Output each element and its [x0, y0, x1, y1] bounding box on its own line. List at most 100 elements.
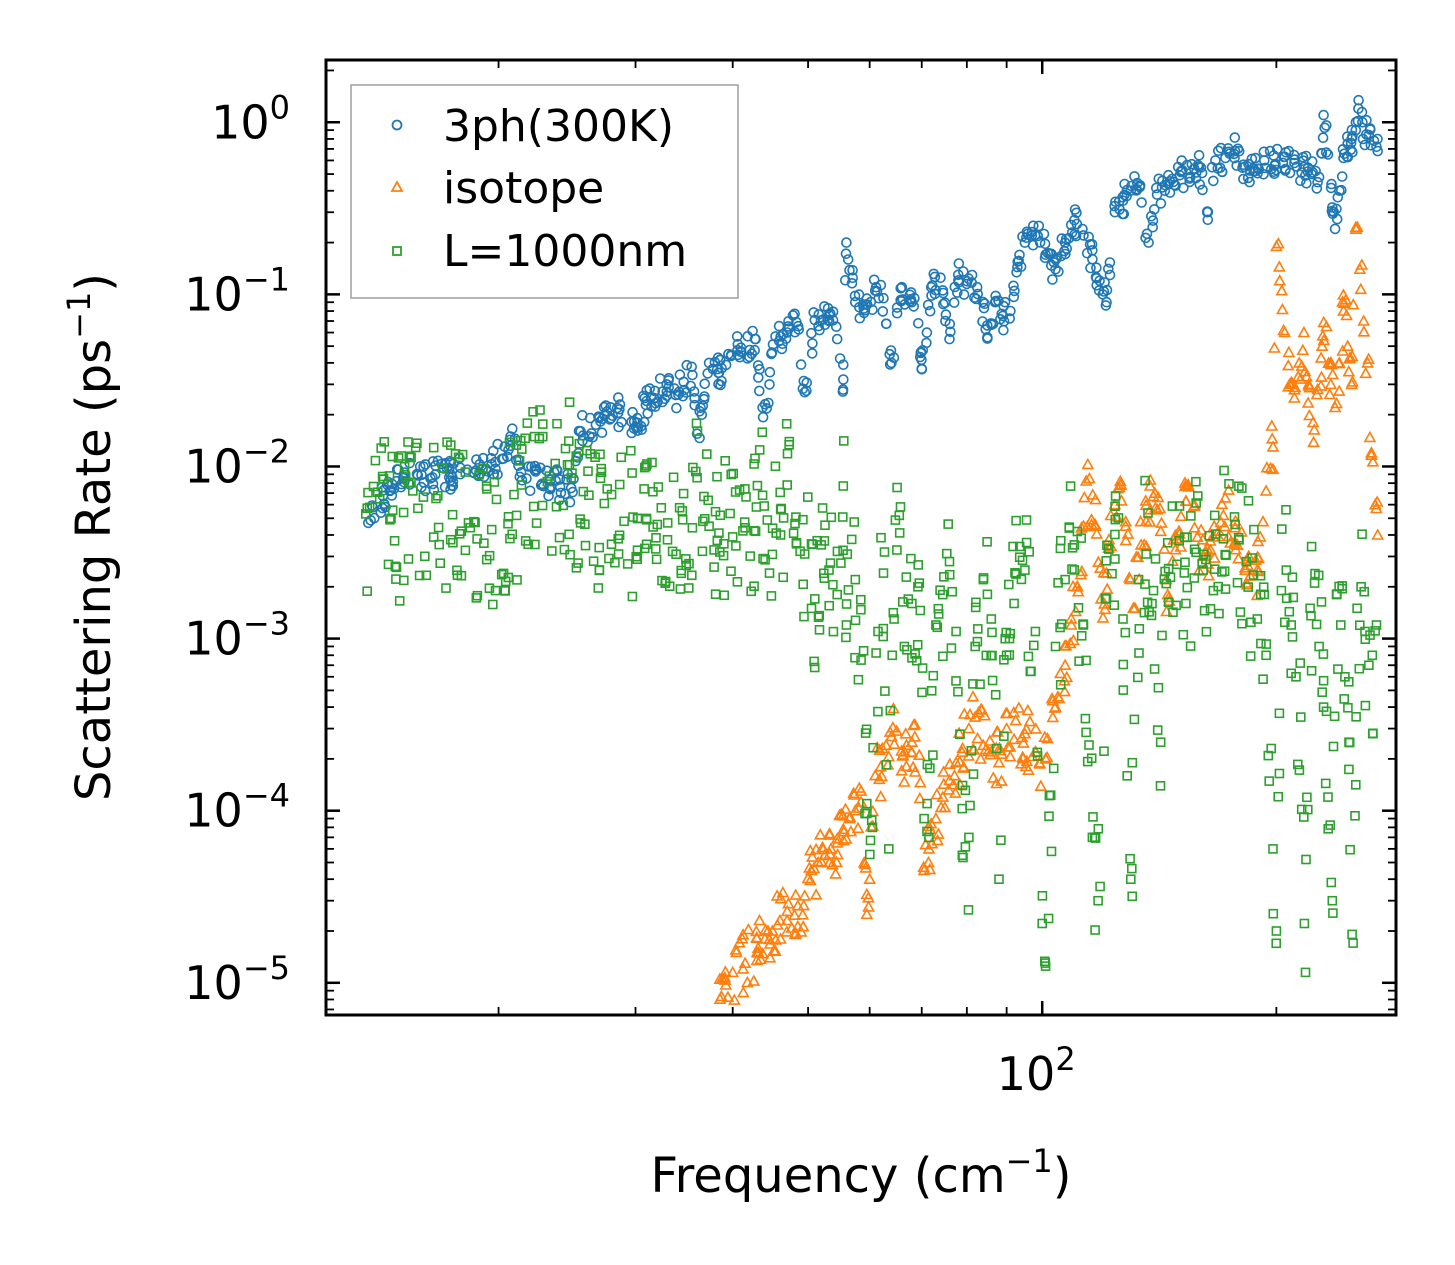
cloud-point-2 — [1110, 491, 1121, 501]
cloud-point-0 — [1027, 239, 1039, 251]
cloud-point-2 — [778, 572, 789, 583]
cloud-point-1 — [852, 801, 866, 813]
cloud-point-1 — [1342, 365, 1356, 377]
cloud-point-0 — [1178, 182, 1189, 194]
cloud-point-1 — [971, 731, 984, 744]
cloud-point-0 — [694, 432, 705, 444]
cloud-point-1 — [1330, 396, 1343, 409]
cloud-point-1 — [1365, 448, 1378, 461]
cloud-point-2 — [1351, 779, 1361, 790]
cloud-point-2 — [732, 576, 743, 587]
data-point-1-19 — [860, 907, 874, 920]
cloud-point-0 — [1188, 163, 1200, 174]
data-point-2-90 — [1261, 650, 1271, 661]
cloud-point-2 — [1182, 582, 1193, 593]
cloud-point-0 — [1084, 239, 1096, 250]
cloud-point-0 — [940, 309, 952, 320]
cloud-point-2 — [631, 551, 642, 562]
cloud-point-0 — [837, 359, 849, 371]
cloud-point-0 — [1195, 162, 1207, 173]
cloud-point-2 — [651, 532, 661, 543]
cloud-point-0 — [1132, 177, 1143, 189]
cloud-point-2 — [686, 570, 697, 581]
data-point-1-11 — [811, 855, 825, 868]
data-point-2-49 — [919, 813, 929, 824]
cloud-point-1 — [719, 978, 733, 990]
cloud-point-1 — [736, 962, 750, 974]
cloud-point-2 — [377, 471, 388, 482]
cloud-point-2 — [442, 437, 452, 447]
cloud-point-2 — [528, 501, 539, 512]
cloud-point-2 — [1081, 727, 1091, 738]
cloud-point-2 — [1209, 564, 1220, 575]
y-tick-base: 10 — [184, 612, 243, 666]
cloud-point-2 — [1011, 569, 1021, 579]
cloud-point-2 — [858, 645, 869, 656]
cloud-point-0 — [1129, 171, 1140, 182]
cloud-point-2 — [1110, 501, 1120, 512]
cloud-point-2 — [1021, 515, 1032, 525]
y-tick-label: 100 — [211, 88, 290, 149]
cloud-point-2 — [428, 442, 439, 453]
cloud-point-1 — [937, 777, 951, 790]
cloud-point-0 — [846, 277, 858, 289]
cloud-point-0 — [1336, 171, 1348, 182]
cloud-point-2 — [850, 652, 860, 663]
cloud-point-0 — [970, 293, 982, 305]
cloud-point-2 — [1040, 956, 1050, 967]
cloud-point-2 — [552, 418, 562, 429]
cloud-point-0 — [924, 305, 936, 317]
cloud-point-1 — [767, 944, 781, 956]
cloud-point-2 — [1118, 659, 1129, 670]
cloud-point-2 — [595, 449, 605, 460]
cloud-point-2 — [855, 594, 866, 605]
cloud-point-2 — [559, 544, 570, 555]
cloud-point-2 — [428, 532, 439, 542]
cloud-point-0 — [990, 290, 1002, 302]
cloud-point-1 — [1332, 356, 1346, 369]
cloud-point-2 — [987, 650, 997, 661]
cloud-point-2 — [1008, 541, 1018, 552]
cloud-point-1 — [805, 850, 819, 862]
data-point-2-93 — [1276, 585, 1287, 596]
cloud-point-1 — [1096, 611, 1110, 623]
cloud-point-0 — [1306, 156, 1318, 167]
cloud-point-2 — [1088, 812, 1098, 822]
cloud-point-0 — [1077, 223, 1088, 235]
cloud-point-0 — [616, 416, 627, 428]
cloud-point-0 — [813, 320, 824, 332]
cloud-point-1 — [1079, 474, 1093, 486]
data-point-1-13 — [824, 842, 838, 854]
cloud-point-0 — [801, 377, 813, 389]
cloud-point-1 — [1238, 561, 1252, 573]
cloud-point-1 — [1369, 501, 1383, 514]
cloud-point-2 — [599, 498, 610, 509]
cloud-point-2 — [960, 785, 971, 796]
cloud-point-2 — [1286, 668, 1296, 679]
cloud-point-2 — [996, 835, 1006, 846]
cloud-point-0 — [944, 318, 956, 330]
data-point-2-80 — [1162, 537, 1173, 548]
data-point-2-113 — [1364, 660, 1374, 671]
cloud-point-2 — [1140, 475, 1150, 486]
cloud-point-1 — [1212, 530, 1225, 542]
cloud-point-2 — [912, 639, 923, 650]
cloud-point-0 — [699, 378, 711, 390]
cloud-point-1 — [730, 945, 743, 958]
cloud-point-2 — [878, 631, 889, 642]
cloud-point-2 — [447, 509, 458, 520]
cloud-point-2 — [1198, 549, 1209, 560]
cloud-point-2 — [1214, 608, 1224, 619]
cloud-point-2 — [1078, 619, 1088, 629]
cloud-point-1 — [1137, 538, 1151, 550]
cloud-point-0 — [650, 397, 661, 409]
cloud-point-2 — [758, 553, 768, 564]
cloud-point-0 — [1252, 163, 1264, 174]
cloud-point-2 — [1076, 630, 1087, 641]
cloud-point-0 — [948, 297, 960, 308]
cloud-point-2 — [1186, 511, 1196, 521]
data-point-1-87 — [1324, 377, 1338, 390]
data-point-1-91 — [1341, 339, 1355, 352]
cloud-point-0 — [595, 416, 606, 427]
cloud-point-0 — [987, 318, 999, 330]
